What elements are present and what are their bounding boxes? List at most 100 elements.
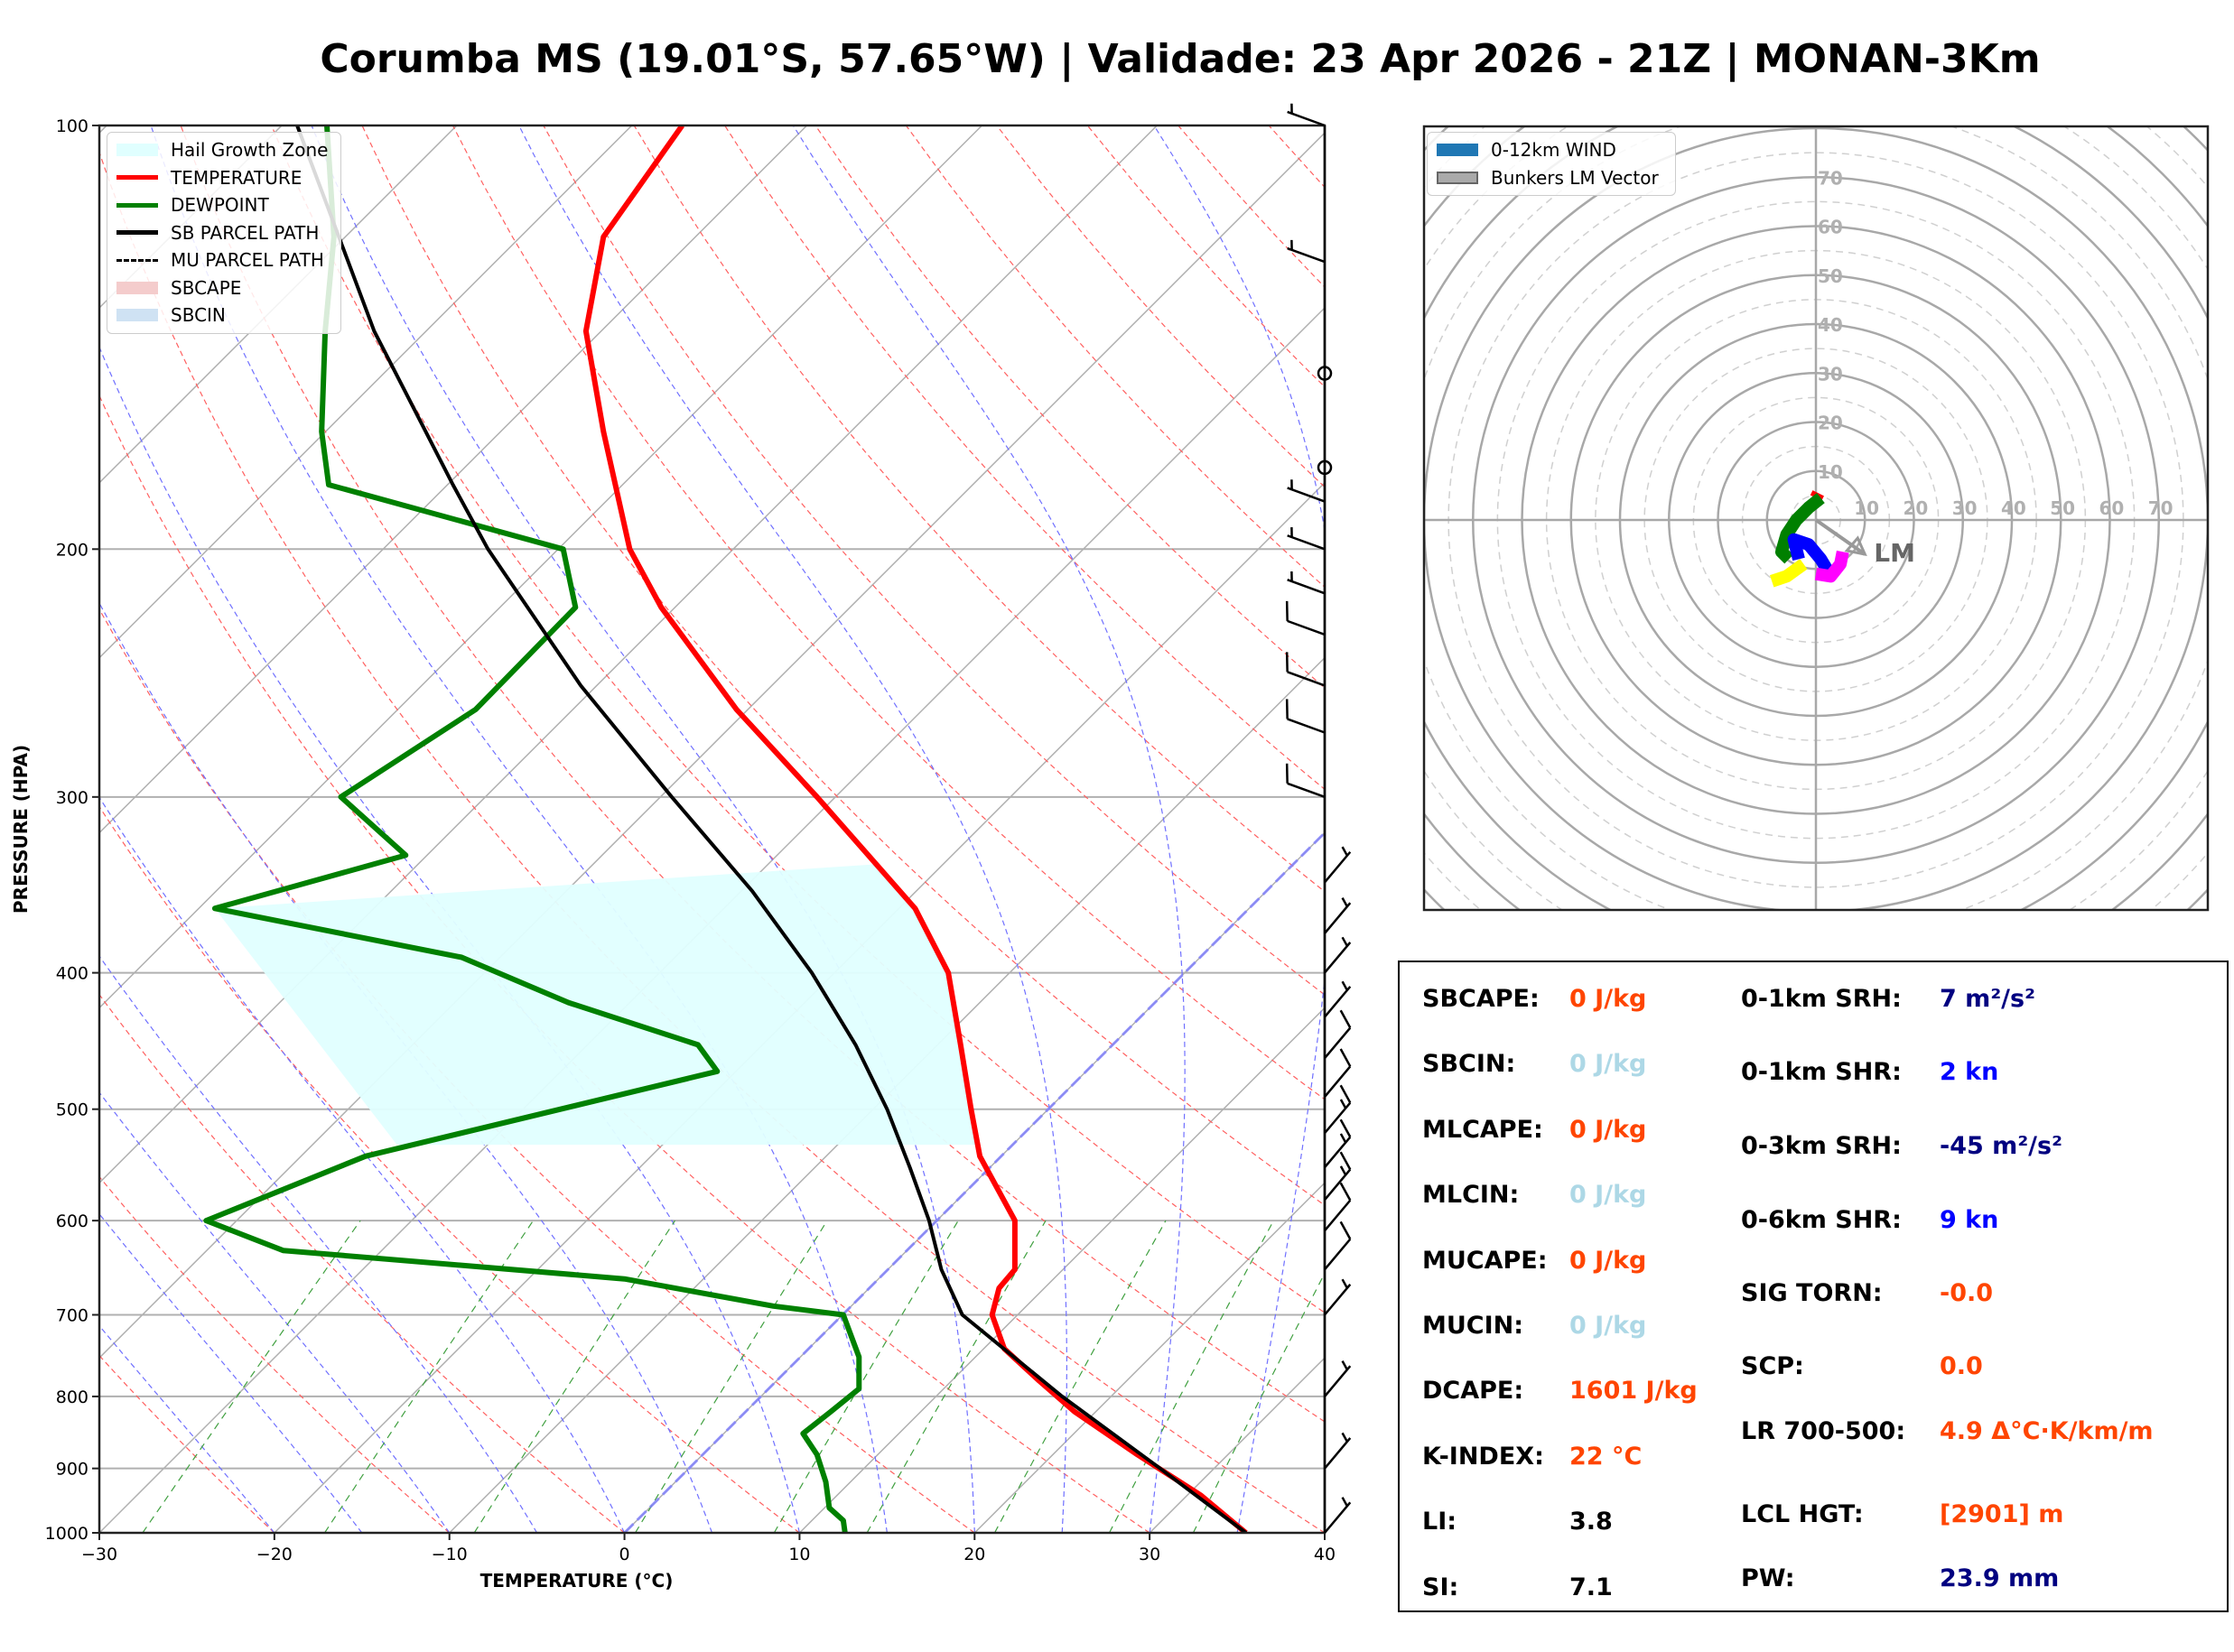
isotherm bbox=[99, 132, 1325, 1360]
barb-staff bbox=[1287, 782, 1326, 799]
y-tick-label: 200 bbox=[56, 540, 88, 560]
wind-barb-calm bbox=[1317, 459, 1333, 476]
legend-swatch bbox=[1437, 144, 1478, 157]
wind-barb bbox=[1324, 980, 1352, 1018]
x-tick-label: −20 bbox=[256, 1545, 293, 1564]
moist-adiabat bbox=[99, 601, 713, 1533]
stat-03kmsrh-label: 0-3km SRH: bbox=[1741, 1132, 1902, 1160]
dry-adiabat bbox=[99, 150, 1325, 1533]
moist-adiabat bbox=[99, 1212, 363, 1533]
hodo-segment-green bbox=[1775, 493, 1825, 564]
bunkers-lm-label: LM bbox=[1874, 538, 1915, 568]
barb-staff bbox=[1324, 942, 1352, 974]
wind-barb bbox=[1324, 1220, 1352, 1271]
hodo-tick-label-x: 40 bbox=[2001, 497, 2026, 519]
dry-adiabat bbox=[99, 993, 625, 1533]
barb-flag bbox=[1341, 897, 1348, 907]
isotherm bbox=[449, 656, 1325, 1533]
barb-staff bbox=[1324, 1283, 1352, 1316]
y-tick-label: 500 bbox=[56, 1100, 88, 1120]
hodo-tick-label-x: 20 bbox=[1904, 497, 1929, 519]
y-tick-label: 1000 bbox=[45, 1524, 88, 1544]
wind-barb bbox=[1324, 1048, 1352, 1098]
barb-staff bbox=[1324, 1437, 1352, 1470]
wind-barb bbox=[1324, 936, 1352, 974]
isotherm bbox=[99, 125, 808, 834]
barb-flag bbox=[1339, 1182, 1352, 1202]
y-axis-label: PRESSURE (HPA) bbox=[10, 745, 32, 914]
stat-01kmshr-label: 0-1km SHR: bbox=[1741, 1058, 1902, 1086]
hodo-tick-label-y: 30 bbox=[1818, 363, 1843, 385]
hodo-frame bbox=[1422, 125, 2210, 912]
barb-flag bbox=[1339, 1220, 1352, 1240]
stat-sbcape-label: SBCAPE: bbox=[1422, 985, 1540, 1013]
wind-barb bbox=[1324, 846, 1352, 884]
chart-title: Corumba MS (19.01°S, 57.65°W) | Validade… bbox=[320, 36, 2041, 82]
stat-dcape-value: 1601 J/kg bbox=[1569, 1377, 1698, 1406]
hodo-tick-label-x: 50 bbox=[2050, 497, 2075, 519]
mixing-ratio-line bbox=[773, 1220, 959, 1533]
barb-staff bbox=[1287, 246, 1326, 264]
moist-adiabat bbox=[311, 125, 975, 1533]
stat-sigtorn-label: SIG TORN: bbox=[1741, 1279, 1883, 1307]
wind-barb bbox=[1324, 897, 1352, 934]
series-sb-parcel-path bbox=[295, 125, 1248, 1533]
dry-adiabat bbox=[99, 805, 800, 1533]
isotherm bbox=[798, 1007, 1325, 1533]
legend-swatch bbox=[116, 144, 158, 157]
barb-staff bbox=[1287, 671, 1326, 687]
legend-item: SBCAPE bbox=[107, 274, 340, 302]
wind-barb bbox=[1287, 239, 1326, 264]
legend-swatch bbox=[116, 258, 158, 262]
barb-flag bbox=[1339, 1009, 1352, 1029]
stat-scp-label: SCP: bbox=[1741, 1352, 1804, 1380]
stat-06kmshr-value: 9 kn bbox=[1940, 1206, 1999, 1234]
wind-barb bbox=[1324, 1009, 1352, 1060]
series-dewpoint bbox=[203, 125, 862, 1533]
legend-swatch bbox=[116, 175, 158, 181]
legend-swatch bbox=[116, 281, 158, 294]
stat-mlcin-label: MLCIN: bbox=[1422, 1181, 1520, 1210]
x-tick-label: 40 bbox=[1314, 1545, 1336, 1564]
isotherm bbox=[99, 125, 1158, 1184]
barb-staff bbox=[1324, 1238, 1352, 1271]
hodo-tick-label-x: 70 bbox=[2148, 497, 2173, 519]
mixing-ratio-line bbox=[473, 1220, 676, 1533]
barb-staff bbox=[1287, 579, 1326, 595]
wind-barb bbox=[1287, 527, 1326, 551]
hodograph-legend: 0-12km WIND Bunkers LM Vector bbox=[1427, 132, 1676, 196]
stat-kindex-label: K-INDEX: bbox=[1422, 1442, 1544, 1471]
legend-label: SBCIN bbox=[171, 304, 226, 327]
hodo-tick-label-x: 10 bbox=[1854, 497, 1879, 519]
mixing-ratio-line bbox=[1192, 1272, 1325, 1533]
hodo-tick-label-y: 20 bbox=[1818, 413, 1843, 434]
dry-adiabat bbox=[99, 608, 975, 1533]
moist-adiabat bbox=[99, 796, 626, 1533]
stat-dcape-label: DCAPE: bbox=[1422, 1377, 1524, 1406]
isotherm bbox=[99, 125, 633, 659]
wind-barb bbox=[1285, 763, 1326, 799]
barb-staff bbox=[1324, 1065, 1352, 1098]
y-tick-label: 900 bbox=[56, 1460, 88, 1480]
barb-flag bbox=[1339, 1133, 1347, 1144]
stat-01kmsrh-value: 7 m²/s² bbox=[1940, 985, 2035, 1013]
barb-flag bbox=[1339, 1118, 1352, 1138]
legend-item: DEWPOINT bbox=[107, 191, 340, 219]
hodo-tick-label-x: 30 bbox=[1952, 497, 1978, 519]
stat-si-value: 7.1 bbox=[1569, 1573, 1613, 1601]
stat-scp-value: 0.0 bbox=[1940, 1352, 1983, 1380]
legend-label: DEWPOINT bbox=[171, 194, 269, 217]
mixing-ratio-line bbox=[1108, 1220, 1274, 1533]
isotherm bbox=[274, 481, 1325, 1533]
y-tick-label: 600 bbox=[56, 1211, 88, 1231]
legend-swatch bbox=[116, 309, 158, 322]
barb-staff bbox=[1324, 1365, 1352, 1397]
wind-barb bbox=[1324, 1360, 1352, 1397]
stat-01kmsrh-label: 0-1km SRH: bbox=[1741, 985, 1902, 1013]
wind-barb bbox=[1324, 1182, 1352, 1232]
moist-adiabat bbox=[99, 345, 800, 1533]
hodo-segment-yellow bbox=[1769, 559, 1808, 588]
legend-item: Hail Growth Zone bbox=[107, 136, 340, 164]
isotherm bbox=[99, 306, 1325, 1533]
stat-si-label: SI: bbox=[1422, 1573, 1459, 1601]
